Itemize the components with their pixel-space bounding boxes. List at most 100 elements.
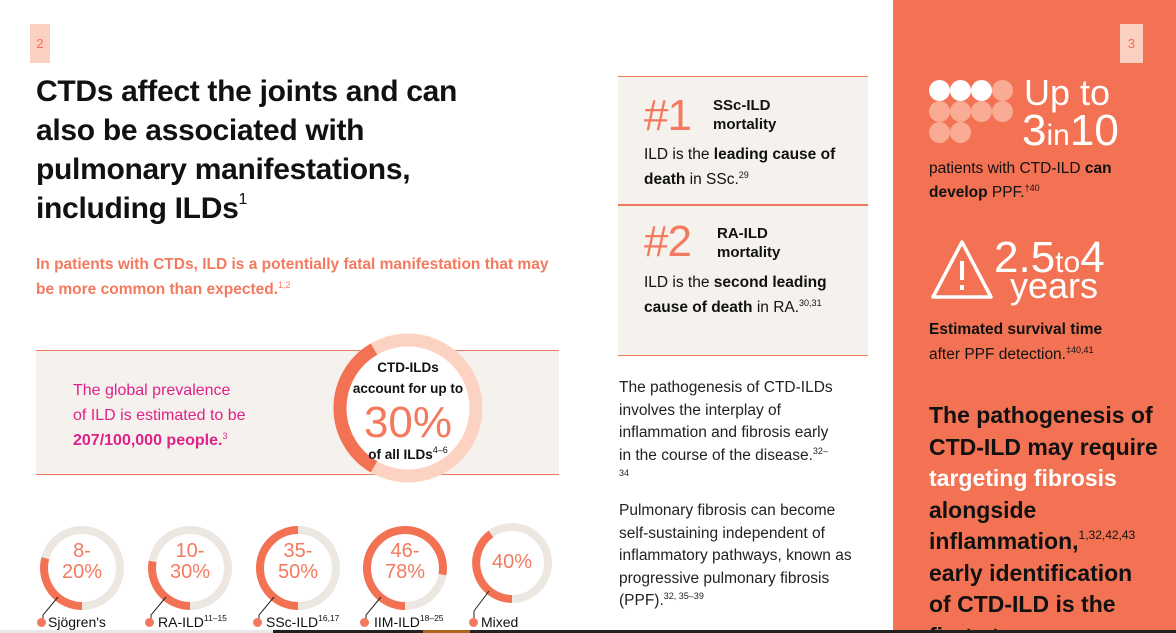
label-reference: 18–25 xyxy=(419,613,444,623)
value-line-1: 46- xyxy=(390,540,420,562)
legend-dot xyxy=(360,618,369,627)
iim-ild-value: 46- 78% xyxy=(375,541,435,583)
body-pre: ILD is the xyxy=(644,146,714,163)
mortality-divider xyxy=(618,204,868,206)
heading-line-2: mortality xyxy=(713,116,777,133)
value-line-2: 78% xyxy=(384,561,426,583)
heading-line-1: SSc-ILD xyxy=(713,97,771,114)
subtitle-text: In patients with CTDs, ILD is a potentia… xyxy=(36,256,549,298)
rank-1: #1 xyxy=(644,91,692,140)
callout-reference: 1,32,42,43 xyxy=(1078,528,1136,542)
stat2-range: 2.5to4 xyxy=(994,236,1105,285)
stat1-text: patients with CTD-ILD can develop PPF.†4… xyxy=(929,157,1159,205)
ra-ild-mortality-heading: RA-ILD mortality xyxy=(717,224,780,262)
text-pre: patients with CTD-ILD xyxy=(929,160,1085,177)
body-reference: 29 xyxy=(738,170,749,180)
ratio-numerator: 3 xyxy=(1022,106,1047,155)
prevalence-line-1: The global prevalence xyxy=(73,382,231,399)
label-text: RA-ILD xyxy=(158,614,204,630)
mortality-band xyxy=(618,76,868,356)
label-text: IIM-ILD xyxy=(374,614,420,630)
ssc-ild-mortality-heading: SSc-ILD mortality xyxy=(713,96,776,134)
label-text: Mixed xyxy=(481,614,519,630)
body-pre: ILD is the xyxy=(644,274,714,291)
scrollbar-track-left xyxy=(0,630,273,633)
callout-tail: early identification of CTD-ILD is the f… xyxy=(929,559,1133,633)
heading-line-2: mortality xyxy=(717,244,781,261)
mixed-value: 40% xyxy=(482,552,542,573)
rank-2: #2 xyxy=(644,217,692,266)
stat1-ratio: 3in10 xyxy=(1022,108,1119,159)
callout-pre: The pathogenesis of CTD-ILD may require xyxy=(929,402,1158,460)
scrollbar-thumb[interactable] xyxy=(423,630,470,633)
text-post: PPF. xyxy=(987,184,1025,201)
paragraph-reference: 32, 35–39 xyxy=(663,591,704,601)
ra-ild-value: 10- 30% xyxy=(160,541,220,583)
big-donut-line-2: account for up to xyxy=(352,381,464,396)
big-donut-value: 30% xyxy=(363,398,453,447)
page-number-badge: 3 xyxy=(1120,24,1143,63)
value-line-1: 10- xyxy=(175,540,205,562)
body-post: in SSc. xyxy=(685,171,739,188)
value-line-1: 40% xyxy=(491,551,533,573)
body-bold: second leading cause of death xyxy=(644,274,827,316)
dot-grid-icon xyxy=(929,80,1019,144)
sjogrens-value: 8- 20% xyxy=(52,541,112,583)
page-number-badge: 2 xyxy=(30,24,50,63)
heading-line-1: RA-ILD xyxy=(717,225,768,242)
title-reference: 1 xyxy=(238,191,248,208)
text-post: after PPF detection. xyxy=(929,346,1066,363)
label-text: Sjögren's xyxy=(48,614,106,630)
ratio-in: in xyxy=(1046,119,1070,152)
prevalence-value: 207/100,000 people. xyxy=(73,432,223,449)
sjogrens-label: Sjögren's xyxy=(48,614,106,630)
callout-post: alongside inflammation, xyxy=(929,496,1079,555)
legend-dot xyxy=(37,618,46,627)
paragraph-text: Pulmonary fibrosis can become self-susta… xyxy=(619,502,852,609)
big-donut-label: CTD-ILDs account for up to 30% of all IL… xyxy=(333,357,483,465)
text-reference: ‡40,41 xyxy=(1066,345,1094,355)
callout-highlight: targeting fibrosis xyxy=(929,465,1117,491)
prevalence-line-2: of ILD is estimated to be xyxy=(73,407,246,424)
page-number: 2 xyxy=(36,36,44,51)
stat2-unit: years xyxy=(1010,265,1099,306)
pathogenesis-callout: The pathogenesis of CTD-ILD may require … xyxy=(929,400,1159,633)
horizontal-scrollbar[interactable] xyxy=(273,630,1176,633)
paragraph-reference: 32–34 xyxy=(619,445,828,478)
pathogenesis-paragraph: The pathogenesis of CTD-ILDs involves th… xyxy=(619,377,834,490)
ra-ild-label: RA-ILD11–15 xyxy=(158,614,227,630)
value-line-1: 8- xyxy=(73,540,91,562)
text-bold: Estimated survival time xyxy=(929,321,1103,338)
body-post: in RA. xyxy=(752,299,800,316)
body-bold: leading cause of death xyxy=(644,146,836,188)
warning-triangle-icon xyxy=(931,240,993,299)
text-reference: †40 xyxy=(1024,183,1040,193)
prevalence-reference: 3 xyxy=(222,431,228,441)
big-donut-reference: 4–6 xyxy=(432,445,448,455)
range-to-word: to xyxy=(1055,246,1081,279)
value-line-2: 50% xyxy=(277,561,319,583)
page-number: 3 xyxy=(1127,36,1136,51)
ssc-ild-label: SSc-ILD16,17 xyxy=(266,614,339,630)
iim-ild-label: IIM-ILD18–25 xyxy=(374,614,444,630)
subtitle-reference: 1,2 xyxy=(278,280,291,290)
range-to: 4 xyxy=(1080,233,1105,282)
value-line-2: 20% xyxy=(61,561,103,583)
text-bold: can develop xyxy=(929,160,1112,201)
stat2-text: Estimated survival time after PPF detecti… xyxy=(929,317,1159,367)
ra-ild-mortality-text: ILD is the second leading cause of death… xyxy=(644,270,869,320)
title-text: CTDs affect the joints and can also be a… xyxy=(36,75,458,225)
ctd-ild-share-donut xyxy=(330,320,486,496)
big-donut-line-3: of all ILDs xyxy=(368,447,433,462)
big-donut-line-1: CTD-ILDs xyxy=(377,360,439,375)
value-line-1: 35- xyxy=(283,540,313,562)
page-subtitle: In patients with CTDs, ILD is a potentia… xyxy=(36,252,556,302)
ssc-ild-value: 35- 50% xyxy=(268,541,328,583)
stat1-upto: Up to xyxy=(1024,72,1111,113)
value-line-2: 30% xyxy=(169,561,211,583)
legend-dot xyxy=(469,618,478,627)
mixed-label: Mixed xyxy=(481,614,518,630)
ssc-ild-mortality-text: ILD is the leading cause of death in SSc… xyxy=(644,142,874,192)
iim-ild-donut xyxy=(362,526,447,622)
ppf-paragraph: Pulmonary fibrosis can become self-susta… xyxy=(619,500,864,613)
